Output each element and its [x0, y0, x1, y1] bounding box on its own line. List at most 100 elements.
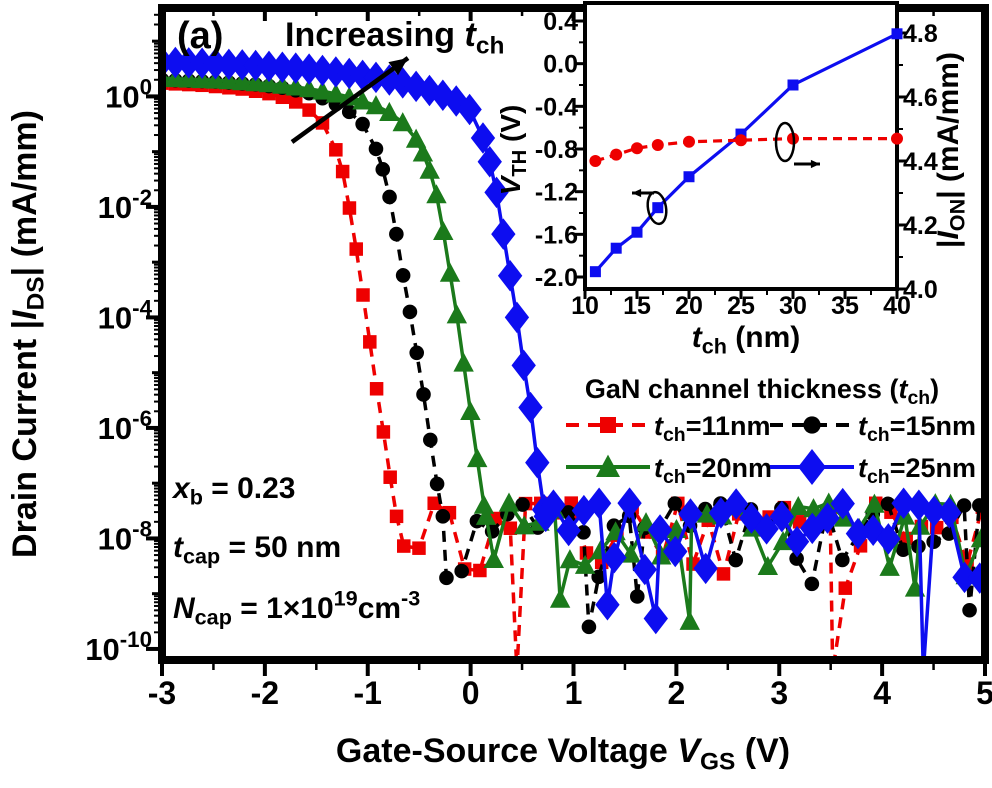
- marker-diamond: [189, 47, 215, 79]
- marker-diamond: [921, 495, 947, 528]
- marker-diamond: [647, 514, 673, 546]
- marker-diamond: [643, 602, 668, 635]
- marker-circle: [395, 268, 411, 283]
- x-axis-title: Gate-Source Voltage VGS (V): [336, 732, 790, 775]
- marker-square: [363, 335, 377, 349]
- marker-diamond: [470, 122, 496, 154]
- legend-entry-tch=20nm: tch=20nm: [566, 453, 772, 488]
- inset-marker-circle: [631, 142, 643, 155]
- inset-left-axis-title: VTH (V): [495, 105, 531, 196]
- inset-right-tick-label: 4.4: [903, 148, 938, 176]
- marker-diamond: [967, 562, 985, 594]
- inset-left-tick-label: 0.0: [543, 51, 578, 79]
- marker-circle: [435, 509, 451, 524]
- marker-circle: [454, 563, 469, 579]
- inset-marker-circle: [610, 148, 623, 161]
- y-tick-label: 10-10: [85, 627, 152, 667]
- inset-line-ION: [594, 137, 897, 163]
- increasing-arrow-shaft: [290, 56, 410, 144]
- series-markers-tch=25nm: [162, 46, 985, 660]
- inset-right-tick-label: 4.8: [903, 20, 938, 48]
- inset-left-tick-label: 0.4: [543, 8, 578, 36]
- marker-circle: [629, 589, 645, 604]
- inset-right-axis-title: |ION| (mA/mm): [932, 52, 970, 248]
- marker-triangle: [258, 73, 280, 93]
- marker-triangle: [453, 352, 474, 372]
- main-annotations: (a) Increasing tch: [177, 15, 504, 144]
- marker-triangle: [325, 83, 347, 103]
- marker-diamond: [457, 93, 482, 126]
- inset-right-tick-label: 4.2: [903, 212, 938, 240]
- inset-left-tick-label: -0.8: [535, 136, 578, 164]
- marker-circle: [962, 602, 977, 618]
- marker-triangle: [352, 90, 373, 110]
- marker-diamond: [632, 553, 657, 586]
- marker-diamond: [617, 487, 642, 519]
- inset-x-tick-label: 15: [623, 292, 651, 320]
- marker-triangle: [339, 86, 360, 106]
- inset-marker-square: [610, 242, 622, 254]
- marker-diamond: [296, 53, 322, 85]
- marker-triangle: [549, 588, 571, 608]
- marker-square: [427, 496, 441, 511]
- marker-triangle: [574, 554, 596, 574]
- x-tick-label: 5: [976, 675, 992, 711]
- legend-label-tch=11nm: tch=11nm: [654, 411, 771, 446]
- ion-axis-arrow-head: [810, 159, 820, 169]
- marker-triangle: [498, 492, 520, 512]
- x-tick-label: -3: [148, 675, 176, 711]
- main-plot-frame-and-axes: -3 -2 -1 0 1 2 3 4 5 100 10-2 10-4 10-6 10-8 10-10 Gate…: [6, 4, 992, 775]
- marker-diamond: [163, 46, 188, 79]
- y-axis-ticks: 100 10-2 10-4 10-6 10-8 10-10: [85, 13, 160, 667]
- marker-diamond: [798, 449, 826, 485]
- marker-circle: [591, 569, 606, 585]
- inset-left-tick-label: -1.6: [535, 221, 578, 249]
- legend-label-tch=15nm: tch=15nm: [858, 411, 976, 446]
- marker-diamond: [800, 512, 825, 545]
- marker-circle: [382, 189, 397, 205]
- marker-diamond: [891, 487, 916, 520]
- marker-triangle: [788, 496, 809, 516]
- marker-diamond: [477, 146, 502, 178]
- y-axis-title: Drain Current |IDS| (mA/mm): [6, 110, 49, 558]
- marker-circle: [341, 104, 357, 120]
- marker-circle: [515, 497, 530, 512]
- inset-marker-square: [735, 128, 747, 140]
- inset-marker-square: [652, 202, 664, 214]
- inset-left-tick-label: -2.0: [535, 264, 578, 292]
- marker-circle: [409, 345, 425, 361]
- inset-x-ticks: 10 15 20 25 30 35 40: [571, 290, 911, 320]
- marker-diamond: [283, 52, 308, 84]
- marker-diamond: [230, 49, 255, 81]
- increasing-tch-annotation: Increasing tch: [285, 16, 504, 59]
- increasing-arrow-head: [388, 58, 408, 76]
- inset-x-tick-label: 20: [675, 292, 703, 320]
- marker-diamond: [511, 349, 536, 382]
- marker-circle: [355, 116, 370, 132]
- marker-square: [376, 425, 391, 439]
- marker-circle: [956, 498, 972, 513]
- marker-circle: [439, 570, 454, 586]
- marker-diamond: [310, 54, 335, 87]
- marker-square: [288, 95, 303, 109]
- marker-square: [302, 103, 316, 117]
- panel-label: (a): [177, 15, 223, 57]
- marker-triangle: [514, 515, 535, 535]
- inset-marker-circle: [589, 155, 602, 167]
- inset-right-ticks: 4.8 4.6 4.4 4.2 4.0: [898, 20, 938, 304]
- series-tch=25nm: [162, 46, 985, 660]
- x-tick-label: -2: [251, 675, 279, 711]
- marker-diamond: [693, 552, 718, 585]
- x-tick-label: 0: [462, 675, 480, 711]
- marker-diamond: [830, 487, 855, 520]
- marker-diamond: [845, 517, 871, 550]
- marker-square: [397, 539, 411, 553]
- marker-circle: [804, 576, 820, 592]
- inset-series-VTH: [589, 28, 903, 278]
- marker-diamond: [754, 513, 779, 545]
- marker-circle: [375, 162, 391, 177]
- marker-diamond: [876, 523, 901, 555]
- marker-diamond: [484, 176, 509, 209]
- inset-left-tick-label: -1.2: [535, 179, 578, 207]
